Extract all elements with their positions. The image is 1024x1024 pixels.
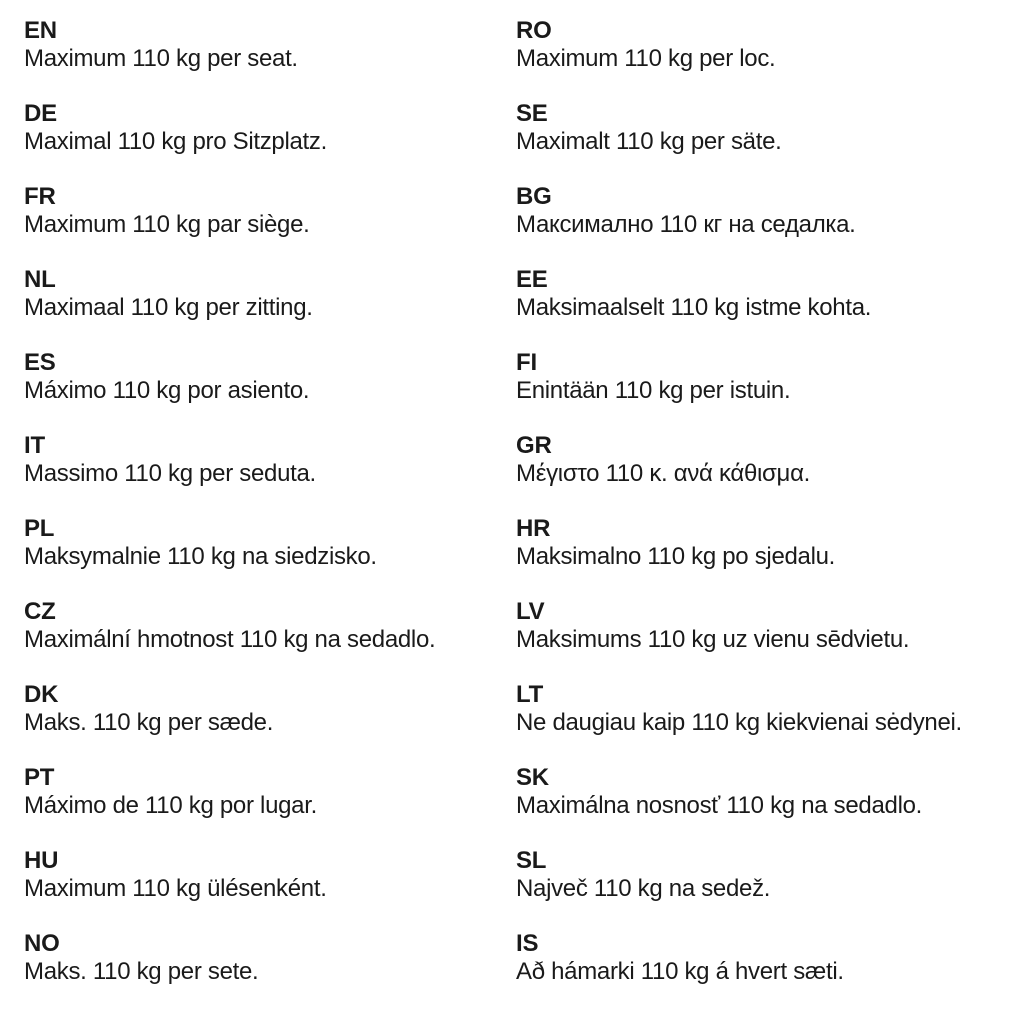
translation-text: Maximum 110 kg ülésenként.	[24, 875, 327, 902]
translation-entry: CZ Maximální hmotnost 110 kg na sedadlo.	[24, 598, 516, 654]
language-code: LT	[516, 681, 544, 708]
translation-entry: FI Enintään 110 kg per istuin.	[516, 349, 1024, 405]
translation-entry: HR Maksimalno 110 kg po sjedalu.	[516, 515, 1024, 571]
language-code: EE	[516, 266, 548, 293]
translation-text: Massimo 110 kg per seduta.	[24, 460, 316, 487]
translations-list: EN Maximum 110 kg per seat. DE Maximal 1…	[24, 17, 1024, 1013]
language-code: EN	[24, 17, 57, 44]
translation-text: Enintään 110 kg per istuin.	[516, 377, 791, 404]
translation-text: Maximal 110 kg pro Sitzplatz.	[24, 128, 327, 155]
translation-entry: NO Maks. 110 kg per sete.	[24, 930, 516, 986]
language-code: NL	[24, 266, 56, 293]
language-code: GR	[516, 432, 552, 459]
translation-text: Maksymalnie 110 kg na siedzisko.	[24, 543, 377, 570]
translation-entry: SK Maximálna nosnosť 110 kg na sedadlo.	[516, 764, 1024, 820]
translation-text: Μέγιστο 110 κ. ανά κάθισμα.	[516, 460, 811, 487]
translation-text: Maximum 110 kg per seat.	[24, 45, 298, 72]
translation-entry: LV Maksimums 110 kg uz vienu sēdvietu.	[516, 598, 1024, 654]
translation-text: Að hámarki 110 kg á hvert sæti.	[516, 958, 844, 985]
translation-entry: PL Maksymalnie 110 kg na siedzisko.	[24, 515, 516, 571]
language-code: PL	[24, 515, 55, 542]
translation-text: Maksimaalselt 110 kg istme kohta.	[516, 294, 872, 321]
translation-entry: ES Máximo 110 kg por asiento.	[24, 349, 516, 405]
language-code: RO	[516, 17, 552, 44]
translation-entry: DK Maks. 110 kg per sæde.	[24, 681, 516, 737]
translation-text: Maximální hmotnost 110 kg na sedadlo.	[24, 626, 436, 653]
language-code: DE	[24, 100, 57, 127]
translation-entry: SL Največ 110 kg na sedež.	[516, 847, 1024, 903]
language-code: SK	[516, 764, 549, 791]
translation-entry: PT Máximo de 110 kg por lugar.	[24, 764, 516, 820]
translations-column-left: EN Maximum 110 kg per seat. DE Maximal 1…	[24, 17, 516, 1013]
translation-entry: IT Massimo 110 kg per seduta.	[24, 432, 516, 488]
translation-entry: IS Að hámarki 110 kg á hvert sæti.	[516, 930, 1024, 986]
translation-text: Ne daugiau kaip 110 kg kiekvienai sėdyne…	[516, 709, 962, 736]
language-code: HR	[516, 515, 551, 542]
language-code: HU	[24, 847, 59, 874]
language-code: BG	[516, 183, 552, 210]
translation-text: Maximum 110 kg per loc.	[516, 45, 776, 72]
translation-text: Максимално 110 кг на седалка.	[516, 211, 856, 238]
language-code: LV	[516, 598, 545, 625]
translation-entry: RO Maximum 110 kg per loc.	[516, 17, 1024, 73]
translation-text: Maksimums 110 kg uz vienu sēdvietu.	[516, 626, 910, 653]
language-code: SL	[516, 847, 547, 874]
language-code: DK	[24, 681, 59, 708]
translation-entry: FR Maximum 110 kg par siège.	[24, 183, 516, 239]
translation-text: Máximo de 110 kg por lugar.	[24, 792, 317, 819]
translation-text: Največ 110 kg na sedež.	[516, 875, 771, 902]
translations-column-right: RO Maximum 110 kg per loc. SE Maximalt 1…	[516, 17, 1024, 1013]
language-code: FR	[24, 183, 56, 210]
translation-text: Maks. 110 kg per sæde.	[24, 709, 274, 736]
translation-text: Maks. 110 kg per sete.	[24, 958, 259, 985]
translation-entry: GR Μέγιστο 110 κ. ανά κάθισμα.	[516, 432, 1024, 488]
language-code: IT	[24, 432, 45, 459]
translation-entry: BG Максимално 110 кг на седалка.	[516, 183, 1024, 239]
translation-text: Maksimalno 110 kg po sjedalu.	[516, 543, 836, 570]
language-code: SE	[516, 100, 548, 127]
language-code: ES	[24, 349, 56, 376]
translation-text: Maximalt 110 kg per säte.	[516, 128, 782, 155]
language-code: PT	[24, 764, 55, 791]
translation-text: Maximálna nosnosť 110 kg na sedadlo.	[516, 792, 923, 819]
language-code: CZ	[24, 598, 56, 625]
translation-text: Máximo 110 kg por asiento.	[24, 377, 310, 404]
translation-entry: NL Maximaal 110 kg per zitting.	[24, 266, 516, 322]
translation-entry: EE Maksimaalselt 110 kg istme kohta.	[516, 266, 1024, 322]
language-code: IS	[516, 930, 539, 957]
translation-entry: DE Maximal 110 kg pro Sitzplatz.	[24, 100, 516, 156]
translation-text: Maximum 110 kg par siège.	[24, 211, 310, 238]
translation-entry: EN Maximum 110 kg per seat.	[24, 17, 516, 73]
translation-entry: LT Ne daugiau kaip 110 kg kiekvienai sėd…	[516, 681, 1024, 737]
translation-text: Maximaal 110 kg per zitting.	[24, 294, 313, 321]
translation-entry: SE Maximalt 110 kg per säte.	[516, 100, 1024, 156]
translation-entry: HU Maximum 110 kg ülésenként.	[24, 847, 516, 903]
language-code: FI	[516, 349, 537, 376]
language-code: NO	[24, 930, 60, 957]
